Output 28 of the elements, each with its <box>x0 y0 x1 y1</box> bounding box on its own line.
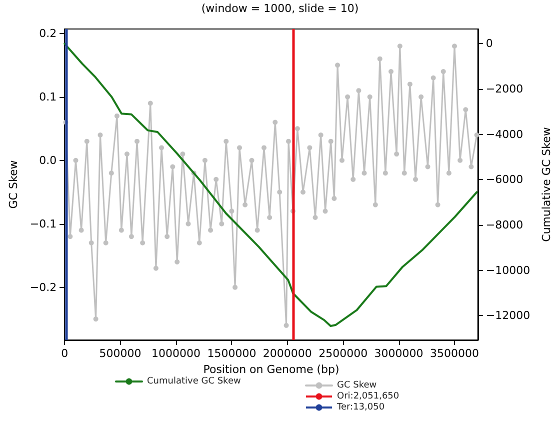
y2-tick-label: −8000 <box>486 218 524 232</box>
x-tick-label: 3000000 <box>374 347 424 360</box>
x-tick-label: 2000000 <box>262 347 312 360</box>
x-axis-title: Position on Genome (bp) <box>203 362 340 376</box>
x-tick-label: 2500000 <box>318 347 368 360</box>
y2-tick-label: 0 <box>486 37 493 50</box>
y-tick-label: 0.2 <box>39 26 57 40</box>
x-tick-label: 1500000 <box>207 347 256 360</box>
y-tick-label: 0.1 <box>39 90 57 104</box>
y2-axis-title: Cumulative GC Skew <box>540 127 553 242</box>
y-tick-label: −0.2 <box>30 280 57 294</box>
y-tick-label: 0.0 <box>39 154 57 167</box>
y2-tick-label: −10000 <box>486 264 530 277</box>
chart-subtitle: (window = 1000, slide = 10) <box>201 2 359 15</box>
x-tick-label: 0 <box>61 347 68 360</box>
legend-label: Ter:13,050 <box>336 402 385 412</box>
y2-tick-label: −12000 <box>486 309 530 322</box>
x-tick-label: 3500000 <box>430 347 479 360</box>
y-tick-label: −0.1 <box>30 217 57 230</box>
x-tick-label: 500000 <box>99 347 142 360</box>
legend-label: Cumulative GC Skew <box>147 376 241 386</box>
legend-label: GC Skew <box>337 380 377 390</box>
y2-tick-label: −6000 <box>486 173 524 186</box>
x-tick-label: 1000000 <box>152 347 201 360</box>
legend-label: Ori:2,051,650 <box>337 392 400 402</box>
y2-tick-label: −4000 <box>486 128 524 141</box>
y2-tick-label: −2000 <box>486 82 524 96</box>
y-axis-title: GC Skew <box>7 160 20 209</box>
